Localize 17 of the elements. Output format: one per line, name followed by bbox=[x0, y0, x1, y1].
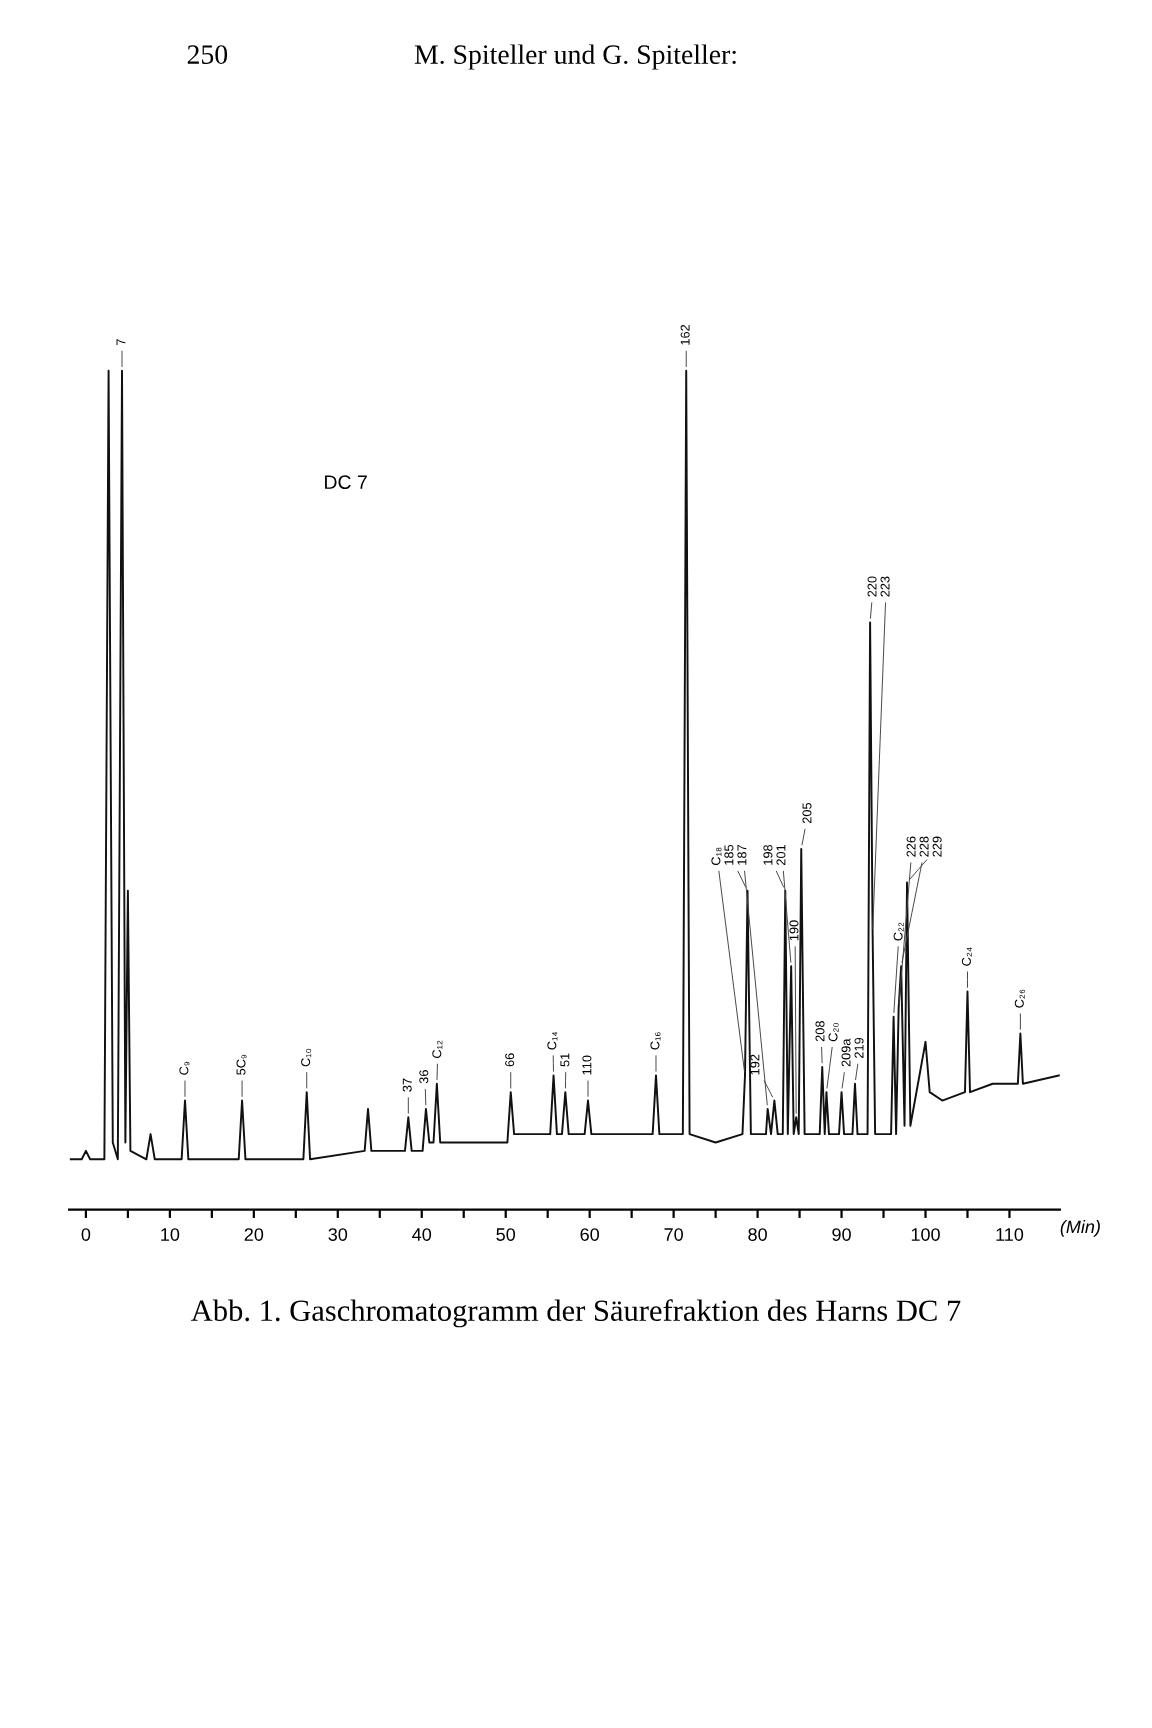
x-tick-label: 10 bbox=[161, 1228, 180, 1241]
x-tick-label: 20 bbox=[244, 1228, 264, 1241]
text: 250 bbox=[187, 45, 228, 64]
x-tick-label: 0 bbox=[81, 1228, 91, 1241]
x-tick-label: 90 bbox=[832, 1228, 851, 1241]
text: Abb. 1. Gaschromatogramm der Säurefraktion des Harns DC 7 bbox=[191, 1299, 961, 1328]
x-tick-label: 40 bbox=[412, 1228, 432, 1241]
annotation: DC 7 bbox=[325, 475, 367, 490]
x-axis-title: (Min) bbox=[1060, 1219, 1100, 1237]
x-tick-label: 60 bbox=[580, 1228, 599, 1241]
x-tick-label: 110 bbox=[996, 1228, 1024, 1241]
x-tick-label: 100 bbox=[911, 1228, 940, 1241]
x-tick-label: 30 bbox=[328, 1228, 348, 1241]
text: M. Spiteller und G. Spiteller: bbox=[414, 44, 736, 70]
x-tick-label: 80 bbox=[748, 1228, 767, 1241]
x-tick-label: 50 bbox=[496, 1228, 516, 1241]
x-tick-label: 70 bbox=[664, 1228, 683, 1241]
